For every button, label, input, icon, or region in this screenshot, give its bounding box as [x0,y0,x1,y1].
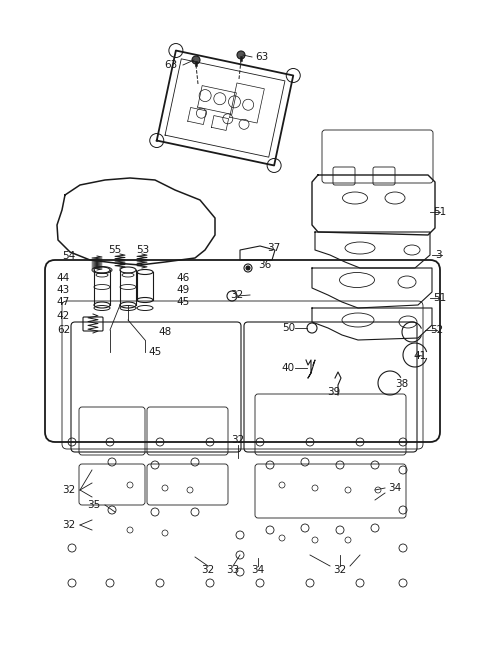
Text: 50: 50 [282,323,295,333]
Text: 62: 62 [57,325,70,335]
Text: 46: 46 [176,273,190,283]
Text: 37: 37 [267,243,280,253]
Text: 40: 40 [282,363,295,373]
Text: 32: 32 [230,290,243,300]
Circle shape [192,56,200,64]
Text: 63: 63 [255,52,269,62]
Text: 38: 38 [395,379,408,389]
Circle shape [246,266,250,270]
Text: 48: 48 [158,327,172,337]
Text: 34: 34 [252,565,264,575]
Text: 3: 3 [435,250,442,260]
Text: 36: 36 [258,260,271,270]
Text: 32: 32 [334,565,347,575]
Text: 35: 35 [87,500,100,510]
Text: 49: 49 [176,285,190,295]
Circle shape [237,51,245,59]
Text: 32: 32 [62,485,75,495]
Text: 45: 45 [176,297,190,307]
Text: 33: 33 [227,565,240,575]
Text: 54: 54 [62,251,75,261]
Text: 53: 53 [136,245,150,255]
Text: 32: 32 [62,520,75,530]
Text: 51: 51 [433,293,446,303]
Text: 63: 63 [164,60,178,70]
Text: 34: 34 [388,483,401,493]
Text: 55: 55 [108,245,121,255]
Text: 32: 32 [231,435,245,445]
Text: 45: 45 [148,347,162,357]
Text: 41: 41 [413,351,426,361]
Text: 42: 42 [57,311,70,321]
Text: 44: 44 [57,273,70,283]
Text: 39: 39 [327,387,340,397]
Text: 43: 43 [57,285,70,295]
Text: 47: 47 [57,297,70,307]
Text: 51: 51 [433,207,446,217]
Text: 52: 52 [430,325,443,335]
Text: 32: 32 [202,565,215,575]
